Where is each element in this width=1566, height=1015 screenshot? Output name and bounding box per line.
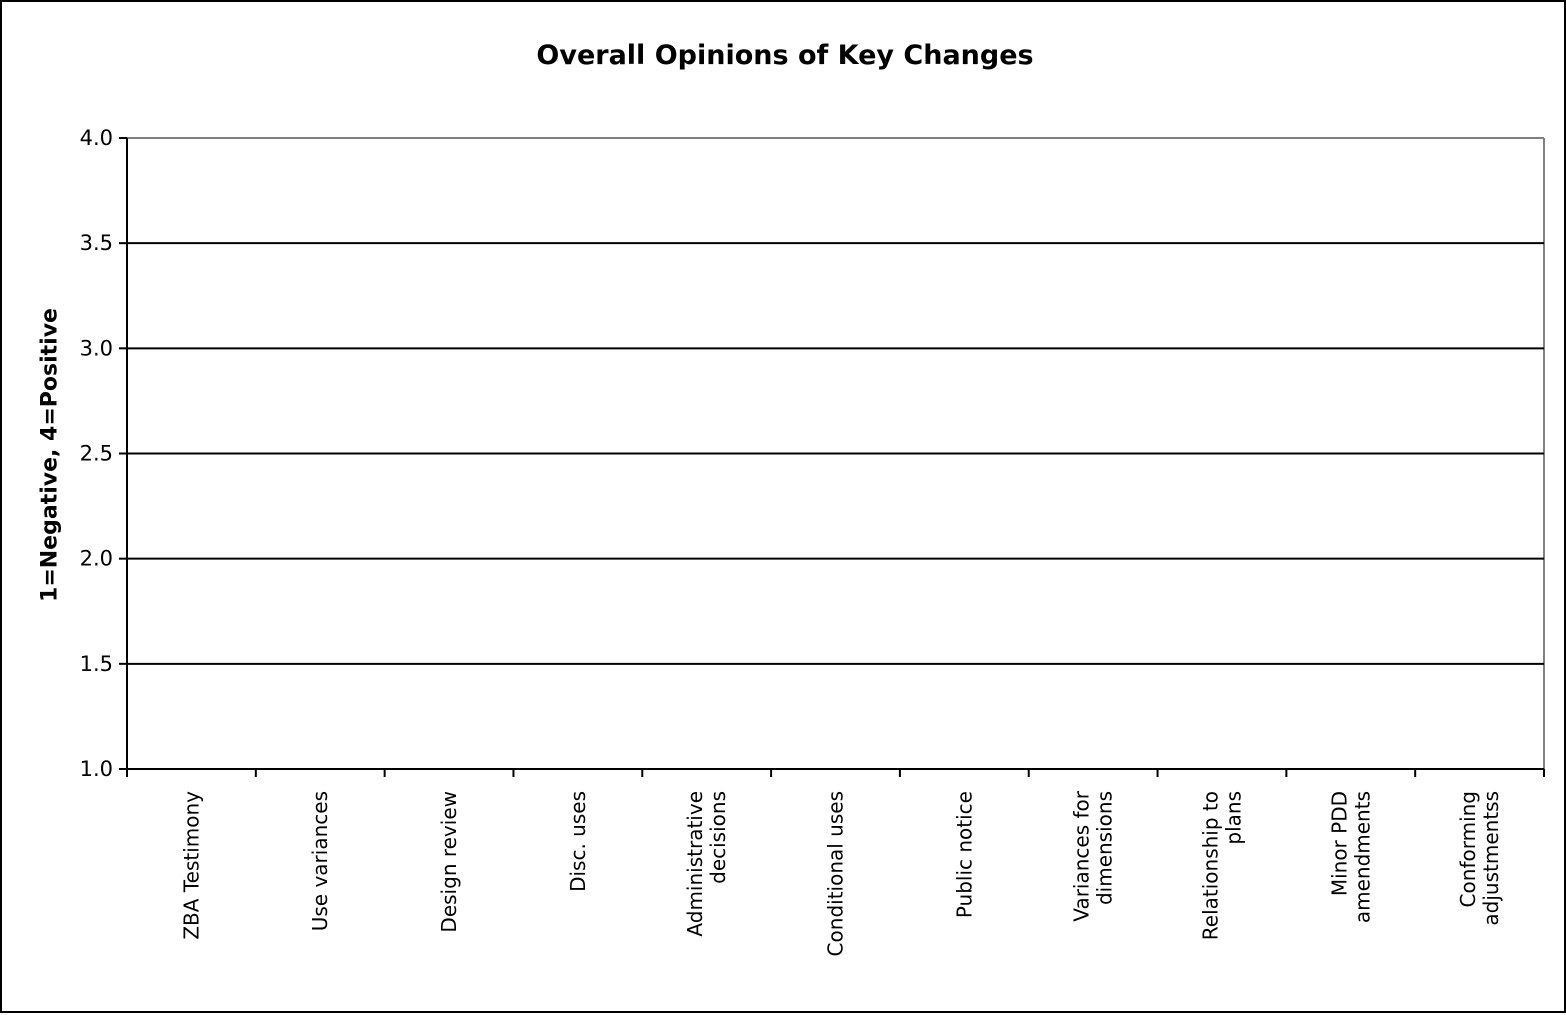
x-category-label-line: Public notice xyxy=(952,791,976,918)
x-category-label: Disc. uses xyxy=(566,791,590,892)
x-category-label-line: Use variances xyxy=(308,791,332,931)
x-category-label-line: Design review xyxy=(437,791,461,933)
x-category-label: ZBA Testimony xyxy=(179,791,203,940)
x-category-label: Conforming adjustmentss xyxy=(1456,791,1503,926)
x-category-label-line: Minor PDD xyxy=(1327,791,1351,896)
x-category-label: Variances for dimensions xyxy=(1070,790,1117,921)
x-category-label-line: ZBA Testimony xyxy=(179,791,203,940)
y-tick-label: 2.5 xyxy=(80,442,113,466)
x-category-label-line: Disc. uses xyxy=(566,791,590,892)
x-category-label-line: decisions xyxy=(706,791,730,884)
y-tick-label: 1.0 xyxy=(80,757,113,781)
x-category-label-line: Relationship to xyxy=(1198,791,1222,940)
x-category-label-line: plans xyxy=(1221,791,1245,845)
y-tick-label: 3.0 xyxy=(80,336,113,360)
x-category-label-line: Administrative xyxy=(683,791,707,937)
y-tick-label: 2.0 xyxy=(80,547,113,571)
x-category-label: Administrative decisions xyxy=(683,791,730,937)
x-category-label-line: amendments xyxy=(1350,791,1374,923)
x-category-label-line: Conditional uses xyxy=(824,791,848,956)
y-tick-label: 1.5 xyxy=(80,652,113,676)
x-category-label: Relationship to plans xyxy=(1198,791,1245,940)
x-category-label-line: adjustmentss xyxy=(1479,791,1503,926)
chart-title: Overall Opinions of Key Changes xyxy=(536,40,1034,71)
x-category-label-line: Conforming xyxy=(1456,791,1480,907)
x-category-label: Minor PDD amendments xyxy=(1327,791,1374,923)
x-category-label: Use variances xyxy=(308,791,332,931)
x-category-label-line: dimensions xyxy=(1093,791,1117,905)
y-tick-label: 4.0 xyxy=(80,126,113,150)
x-category-label: Conditional uses xyxy=(824,791,848,956)
x-category-label: Design review xyxy=(437,791,461,933)
x-category-label: Public notice xyxy=(952,791,976,918)
x-category-label-line: Variances for xyxy=(1070,790,1094,921)
y-tick-label: 3.5 xyxy=(80,231,113,255)
